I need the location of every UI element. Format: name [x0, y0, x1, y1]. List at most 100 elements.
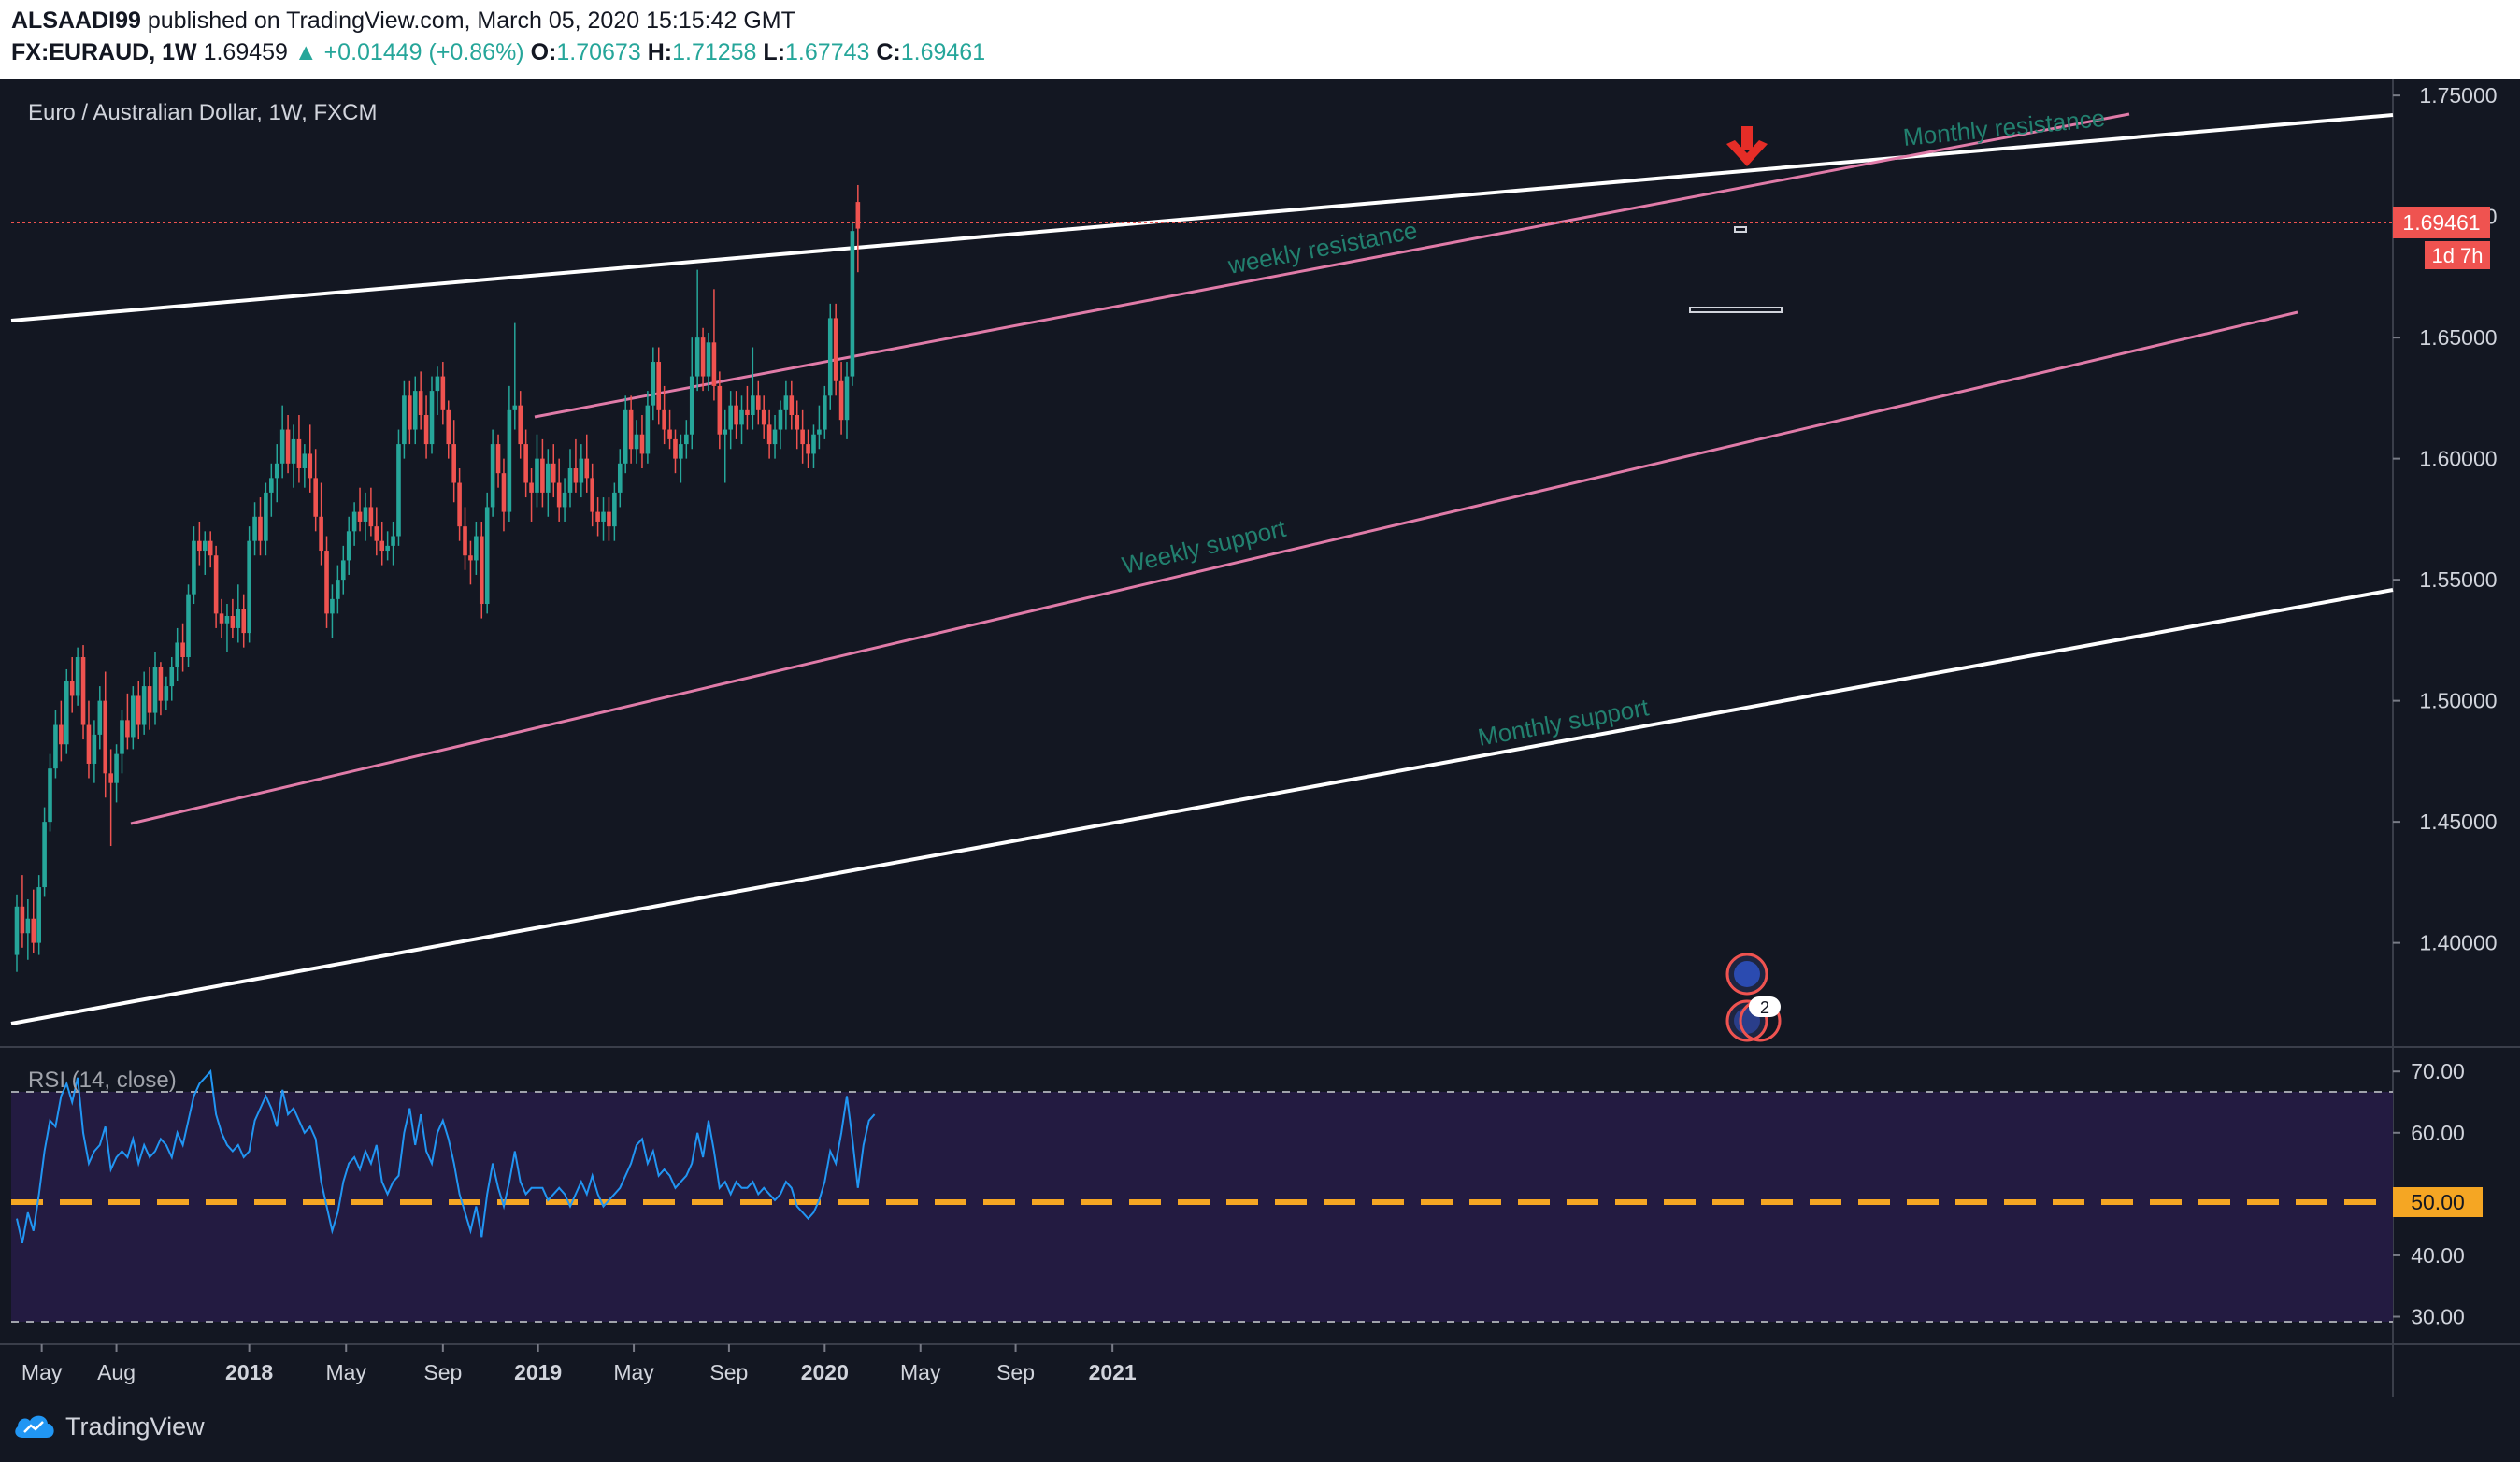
- candle-body: [374, 526, 379, 541]
- time-tick-label: 2018: [225, 1360, 273, 1384]
- candle-body: [755, 395, 761, 410]
- candle: [236, 584, 241, 643]
- candle: [379, 521, 385, 566]
- candle-body: [408, 395, 412, 430]
- candle: [573, 438, 579, 493]
- candle: [429, 376, 435, 454]
- candle: [202, 531, 208, 575]
- candle-body: [645, 405, 651, 454]
- candle: [391, 521, 395, 566]
- candle-body: [838, 380, 844, 421]
- candle-body: [291, 438, 296, 464]
- price-tick-label: 1.50000: [2419, 689, 2497, 713]
- candle-body: [463, 526, 467, 556]
- candle-body: [457, 482, 462, 527]
- candle-body: [490, 444, 495, 508]
- candle: [772, 415, 778, 459]
- candle: [529, 467, 534, 522]
- monthly-resistance-line: [10, 113, 2394, 322]
- chart-canvas[interactable]: Monthly resistance weekly resistance Wee…: [0, 79, 2520, 1397]
- candle-body: [789, 395, 795, 416]
- time-tick-label: May: [21, 1360, 63, 1384]
- candle-body: [523, 444, 528, 483]
- candle-body: [31, 918, 36, 943]
- time-tick-label: 2019: [514, 1360, 562, 1384]
- candle-body: [258, 516, 263, 541]
- candle: [451, 420, 456, 503]
- candle-body: [667, 429, 672, 439]
- candle-body: [274, 463, 279, 479]
- candle: [374, 507, 379, 556]
- candle-body: [507, 409, 512, 512]
- candle-body: [202, 540, 208, 552]
- rsi-line: [16, 1068, 876, 1244]
- candle-body: [827, 318, 833, 396]
- candle-body: [346, 531, 351, 561]
- candle-body: [269, 478, 274, 493]
- event-count-badge[interactable]: 2: [1749, 996, 1781, 1017]
- candle: [717, 371, 723, 450]
- tradingview-logo[interactable]: TradingView: [13, 1412, 205, 1441]
- monthly-support-line: [10, 588, 2394, 1025]
- candle: [728, 391, 733, 450]
- candle: [363, 492, 368, 541]
- candle-body: [219, 613, 224, 624]
- candle-body: [739, 409, 744, 425]
- candle-body: [639, 434, 645, 454]
- candle: [656, 347, 662, 425]
- chart-area[interactable]: Monthly resistance weekly resistance Wee…: [0, 79, 2520, 1397]
- candle: [684, 420, 689, 459]
- time-tick-label: Sep: [423, 1360, 462, 1384]
- open-label: O:: [530, 39, 557, 65]
- candle: [435, 366, 440, 416]
- candle-body: [844, 376, 850, 421]
- candle: [346, 516, 351, 575]
- candle-body: [612, 492, 617, 527]
- candle: [501, 458, 507, 532]
- candle: [479, 521, 484, 619]
- candle-body: [36, 887, 41, 943]
- candle-body: [435, 376, 440, 392]
- candle: [319, 482, 323, 566]
- candle: [446, 400, 451, 459]
- monthly-resistance-label: Monthly resistance: [1902, 104, 2107, 151]
- candle-body: [285, 429, 291, 464]
- candle-body: [208, 540, 213, 556]
- candle-body: [700, 337, 706, 377]
- candle-body: [850, 231, 855, 377]
- low-label: L:: [763, 39, 786, 65]
- candle: [595, 497, 600, 537]
- candle-body: [131, 695, 136, 738]
- rsi-axis[interactable]: 70.00 60.00 40.00 30.00: [2393, 1059, 2465, 1328]
- author-name[interactable]: ALSAADI99: [11, 7, 141, 34]
- candle: [673, 429, 678, 474]
- candle: [147, 666, 152, 730]
- candle: [208, 531, 213, 568]
- candle: [628, 395, 634, 464]
- eu-event-flag-icon[interactable]: [1725, 953, 1768, 996]
- candle: [689, 337, 694, 450]
- candle: [739, 395, 744, 445]
- candle: [495, 434, 501, 488]
- candle: [484, 492, 490, 614]
- last-price: 1.69459: [203, 39, 288, 65]
- price-tick-label: 1.60000: [2419, 447, 2497, 471]
- candle-body: [120, 720, 124, 754]
- candle-body: [679, 444, 683, 459]
- tradingview-cloud-icon: [15, 1415, 54, 1438]
- candle: [197, 521, 202, 566]
- price-tick-label: 1.45000: [2419, 810, 2497, 834]
- chart-legend: Euro / Australian Dollar, 1W, FXCM: [28, 100, 377, 125]
- candle: [219, 598, 224, 638]
- candle-body: [766, 424, 772, 445]
- candle: [180, 623, 185, 672]
- candle-body: [302, 453, 308, 468]
- candle-body: [540, 458, 545, 493]
- candle-body: [717, 385, 723, 435]
- candle-body: [556, 482, 562, 508]
- time-axis[interactable]: May Aug 2018 May Sep 2019 May Sep 2020 May Sep 2021: [21, 1344, 1137, 1384]
- candle-body: [86, 724, 92, 764]
- candle: [745, 385, 750, 430]
- candle: [755, 380, 761, 425]
- candle: [402, 380, 407, 459]
